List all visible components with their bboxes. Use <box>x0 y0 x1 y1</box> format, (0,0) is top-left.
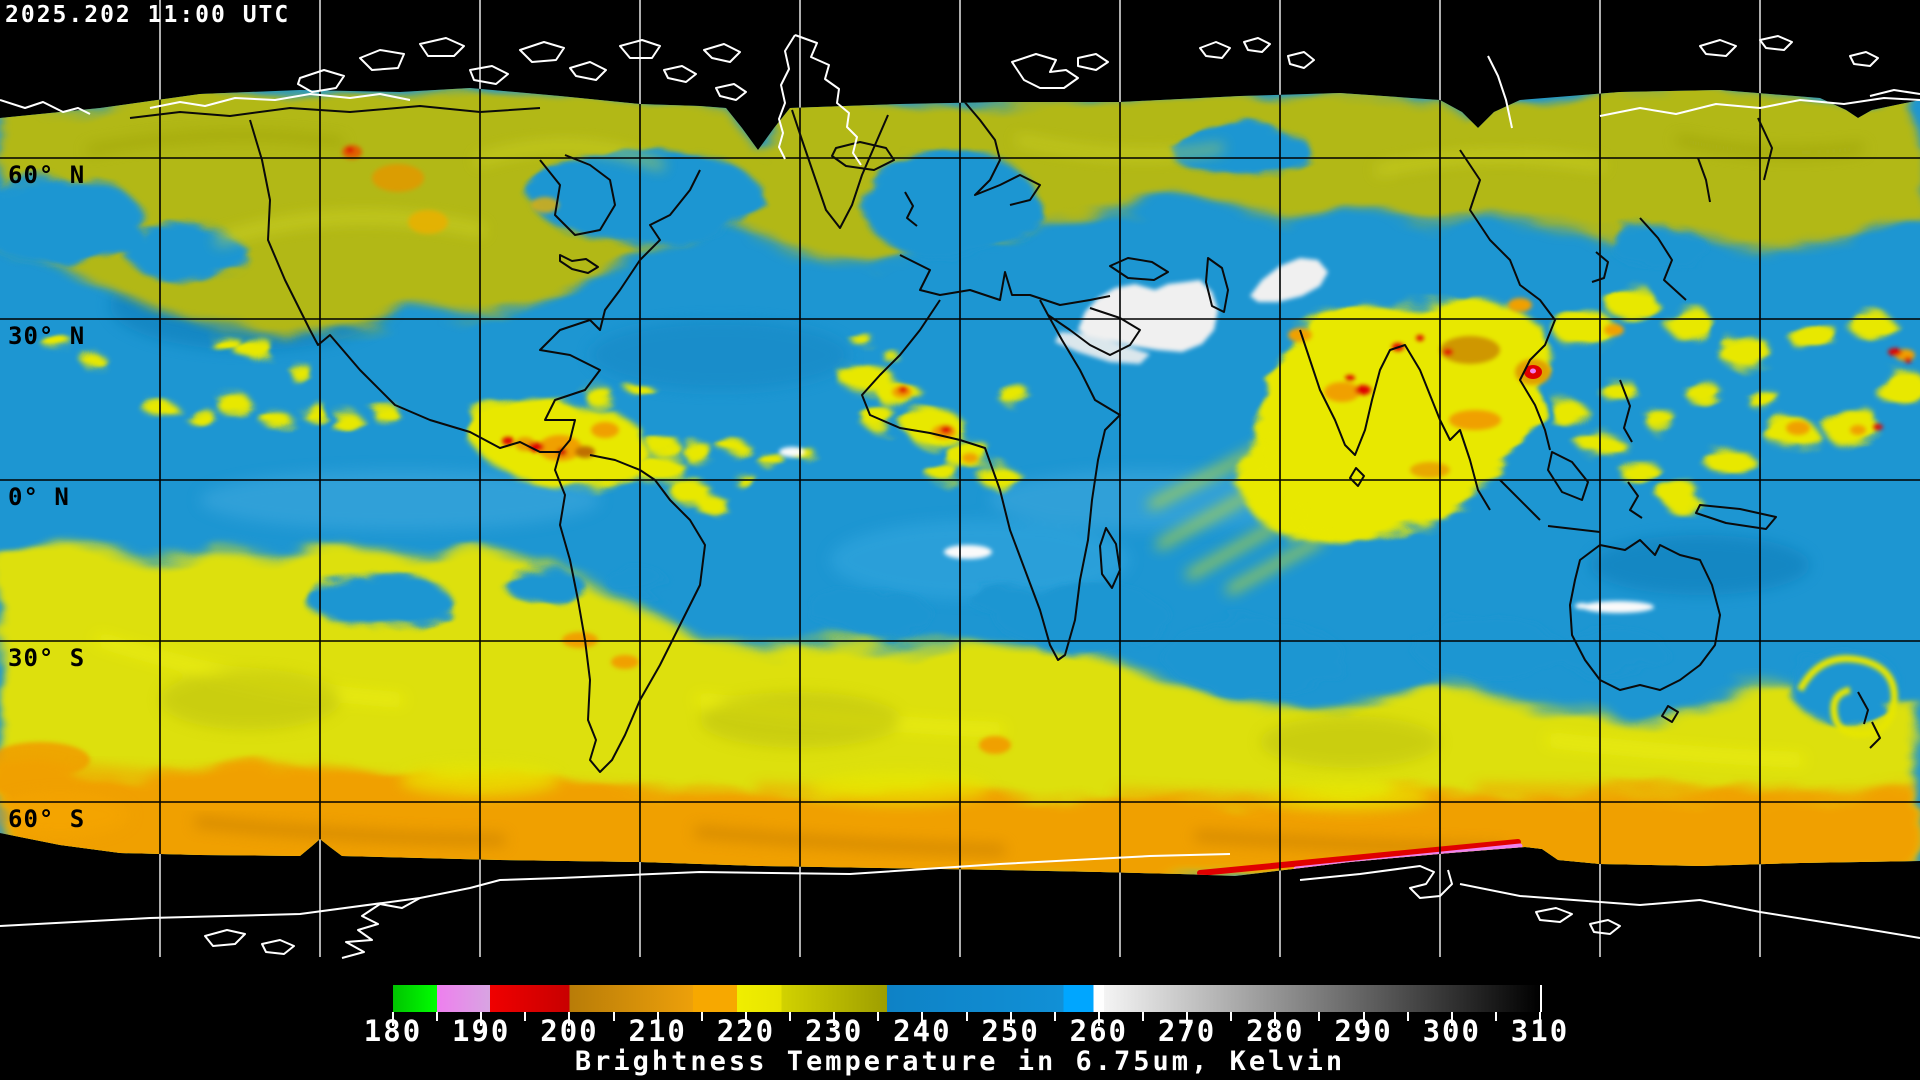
colorbar-label-270: 270 <box>1157 1014 1217 1048</box>
colorbar-tick-305 <box>1494 1012 1497 1021</box>
southern-ocean-spiral <box>1796 655 1898 738</box>
colorbar-label-300: 300 <box>1422 1014 1481 1048</box>
colorbar-tick-230 <box>833 1012 836 1026</box>
colorbar-gradient <box>393 985 1542 1012</box>
timestamp-label: 2025.202 11:00 UTC <box>5 2 291 28</box>
colorbar-tick-250 <box>1009 1012 1012 1026</box>
colorbar-tick-260 <box>1097 1012 1100 1026</box>
colorbar-tick-275 <box>1230 1012 1233 1021</box>
tropical-convection <box>46 286 1920 594</box>
colorbar-label-290: 290 <box>1334 1014 1393 1048</box>
lat-label-60n: 60° N <box>8 161 86 189</box>
colorbar-tick-205 <box>612 1012 615 1021</box>
colorbar-tick-180 <box>392 1012 394 1026</box>
colorbar-tick-295 <box>1406 1012 1409 1021</box>
colorbar-label-280: 280 <box>1246 1014 1305 1048</box>
colorbar-label-310: 310 <box>1510 1014 1570 1048</box>
colorbar-tick-255 <box>1053 1012 1056 1021</box>
colorbar-tick-290 <box>1362 1012 1365 1026</box>
lat-label-60s: 60° S <box>8 805 86 833</box>
coastlines-light <box>0 34 1920 959</box>
colorbar-title: Brightness Temperature in 6.75um, Kelvin <box>574 1046 1346 1077</box>
graticule-dark <box>0 88 1920 876</box>
coastlines-dark <box>129 99 1881 773</box>
map-canvas <box>0 0 1920 959</box>
colorbar-tick-240 <box>921 1012 924 1026</box>
colorbar-label-260: 260 <box>1069 1014 1129 1048</box>
colorbar-label-240: 240 <box>893 1014 952 1048</box>
colorbar-tick-215 <box>700 1012 703 1021</box>
colorbar-tick-220 <box>744 1012 747 1026</box>
colorbar-tick-300 <box>1450 1012 1453 1026</box>
colorbar-label-230: 230 <box>804 1014 864 1048</box>
colorbar-label-220: 220 <box>716 1014 776 1048</box>
colorbar-tick-200 <box>568 1012 571 1026</box>
lat-label-30s: 30° S <box>8 644 86 672</box>
warm-surface-white-areas <box>779 258 1654 613</box>
colorbar-tick-285 <box>1318 1012 1321 1021</box>
colorbar-tick-310 <box>1539 1012 1541 1026</box>
colorbar-label-250: 250 <box>981 1014 1040 1048</box>
colorbar-tick-265 <box>1141 1012 1144 1021</box>
colorbar-label-200: 200 <box>540 1014 599 1048</box>
colorbar-tick-225 <box>789 1012 792 1021</box>
lat-label-30n: 30° N <box>8 322 86 350</box>
colorbar-tick-195 <box>524 1012 527 1021</box>
lat-label-0n: 0° N <box>8 483 70 511</box>
satellite-data-region <box>0 88 1920 876</box>
colorbar-tick-190 <box>480 1012 483 1026</box>
colorbar-tick-210 <box>656 1012 659 1026</box>
colorbar-tick-185 <box>436 1012 439 1021</box>
typhoon-core <box>1515 359 1551 385</box>
colorbar-tick-245 <box>965 1012 968 1021</box>
global-brightness-temperature-map: 2025.202 11:00 UTC 60° N 30° N 0° N 30° … <box>0 0 1920 959</box>
colorbar-tick-280 <box>1274 1012 1277 1026</box>
colorbar-label-210: 210 <box>628 1014 687 1048</box>
colorbar-tick-235 <box>877 1012 880 1021</box>
colorbar-label-190: 190 <box>452 1014 511 1048</box>
colorbar-tick-270 <box>1186 1012 1189 1026</box>
colorbar-label-180: 180 <box>363 1014 423 1048</box>
